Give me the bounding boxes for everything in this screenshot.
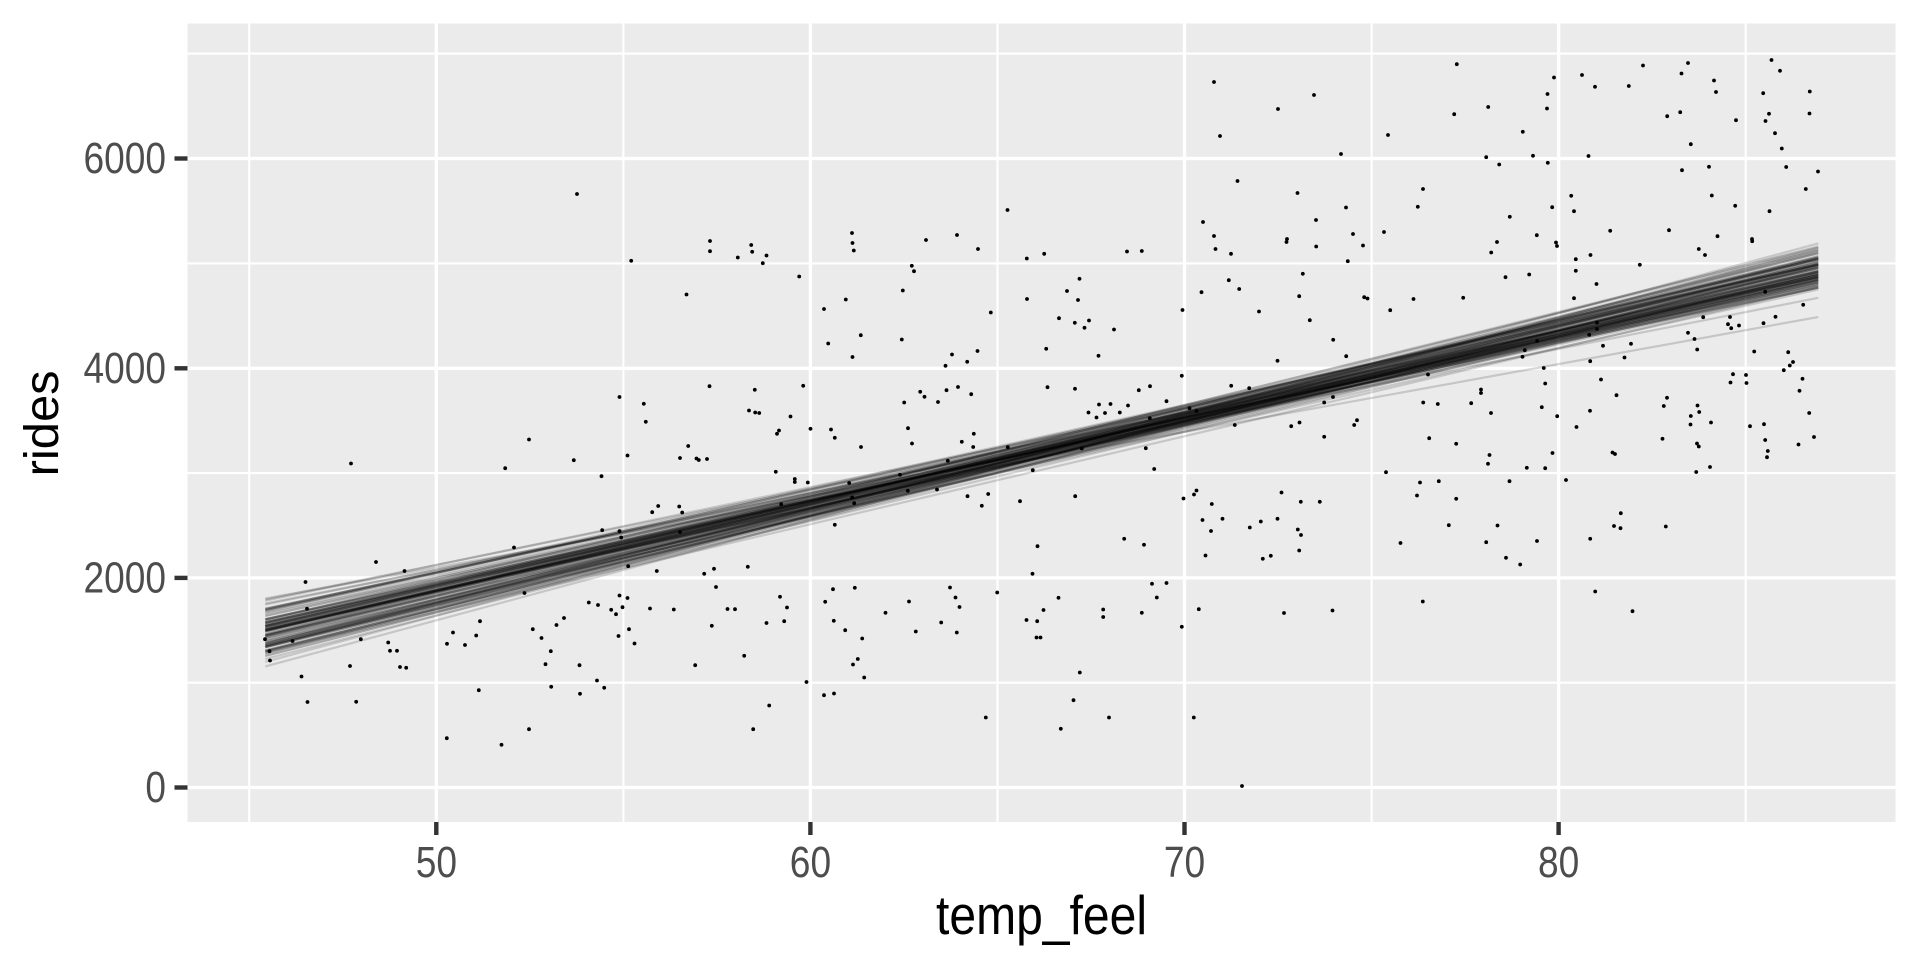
svg-text:6000: 6000 [84, 135, 167, 183]
svg-text:80: 80 [1538, 839, 1579, 887]
svg-text:4000: 4000 [84, 345, 167, 393]
svg-text:2000: 2000 [84, 554, 167, 602]
svg-text:0: 0 [145, 764, 166, 812]
svg-text:temp_feel: temp_feel [936, 884, 1147, 946]
svg-text:70: 70 [1164, 839, 1205, 887]
svg-text:60: 60 [790, 839, 831, 887]
svg-text:rides: rides [16, 370, 69, 476]
svg-text:50: 50 [416, 839, 457, 887]
